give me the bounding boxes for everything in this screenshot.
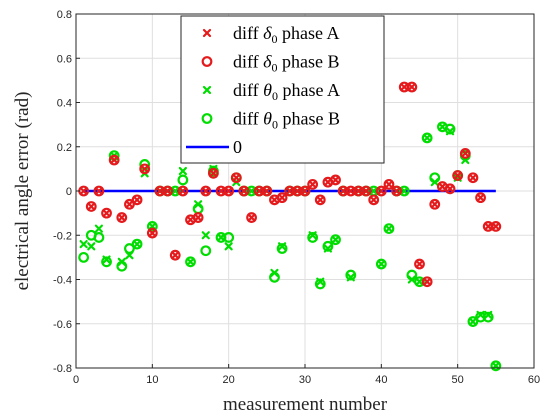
point-theta-phase-a (96, 226, 102, 232)
point-theta-phase-a (134, 241, 140, 247)
x-axis-title: measurement number (223, 394, 388, 415)
point-delta-phase-a (470, 175, 476, 181)
point-delta-phase-a (478, 195, 484, 201)
legend-label: diff δ0 phase A (233, 23, 340, 46)
legend-label: 0 (233, 137, 242, 157)
point-delta-phase-a (119, 215, 125, 221)
point-delta-phase-a (310, 181, 316, 187)
x-tick-label: 50 (452, 374, 464, 386)
point-delta-phase-a (401, 84, 407, 90)
point-delta-phase-a (195, 215, 201, 221)
point-delta-phase-a (317, 197, 323, 203)
point-theta-phase-a (88, 243, 94, 249)
point-theta-phase-a (333, 237, 339, 243)
point-delta-phase-a (325, 179, 331, 185)
point-theta-phase-a (180, 168, 186, 174)
point-delta-phase-a (485, 223, 491, 229)
point-delta-phase-a (432, 201, 438, 207)
point-theta-phase-a (386, 226, 392, 232)
point-delta-phase-a (172, 252, 178, 258)
y-tick-label: -0.6 (53, 319, 72, 331)
point-theta-phase-a (439, 124, 445, 130)
y-tick-label: 0.4 (57, 98, 72, 110)
point-delta-phase-a (233, 175, 239, 181)
legend-label: diff δ0 phase B (233, 52, 340, 75)
x-tick-label: 10 (146, 374, 158, 386)
point-delta-phase-a (409, 84, 415, 90)
point-delta-phase-a (371, 197, 377, 203)
y-tick-label: 0 (66, 186, 72, 198)
y-tick-label: -0.2 (53, 230, 72, 242)
point-delta-phase-a (439, 184, 445, 190)
point-theta-phase-b (79, 253, 88, 262)
point-delta-phase-a (249, 215, 255, 221)
x-tick-label: 20 (223, 374, 235, 386)
x-tick-label: 30 (299, 374, 311, 386)
point-theta-phase-a (81, 241, 87, 247)
point-delta-phase-a (134, 197, 140, 203)
point-delta-phase-a (279, 195, 285, 201)
point-delta-phase-a (333, 177, 339, 183)
point-delta-phase-a (104, 210, 110, 216)
legend-label: diff θ0 phase B (233, 109, 340, 132)
point-theta-phase-a (424, 135, 430, 141)
point-delta-phase-a (88, 203, 94, 209)
point-delta-phase-a (126, 201, 132, 207)
y-tick-label: -0.8 (53, 363, 72, 375)
y-tick-label: 0.8 (57, 9, 72, 21)
point-delta-phase-a (417, 261, 423, 267)
point-theta-phase-b (179, 176, 188, 185)
x-tick-label: 40 (375, 374, 387, 386)
point-theta-phase-b (201, 246, 210, 255)
legend: diff δ0 phase A diff δ0 phase B diff θ0 ph… (181, 16, 384, 163)
y-tick-label: -0.4 (53, 275, 72, 287)
y-tick-label: 0.2 (57, 142, 72, 154)
point-delta-phase-a (271, 197, 277, 203)
x-tick-label: 60 (528, 374, 540, 386)
legend-label: diff θ0 phase A (233, 80, 340, 103)
y-tick-label: 0.6 (57, 53, 72, 65)
x-tick-label: 0 (73, 374, 79, 386)
y-axis-title: electrical angle error (rad) (12, 92, 33, 291)
point-delta-phase-a (188, 217, 194, 223)
point-delta-phase-a (386, 181, 392, 187)
point-delta-phase-a (493, 223, 499, 229)
point-theta-phase-a (188, 259, 194, 265)
